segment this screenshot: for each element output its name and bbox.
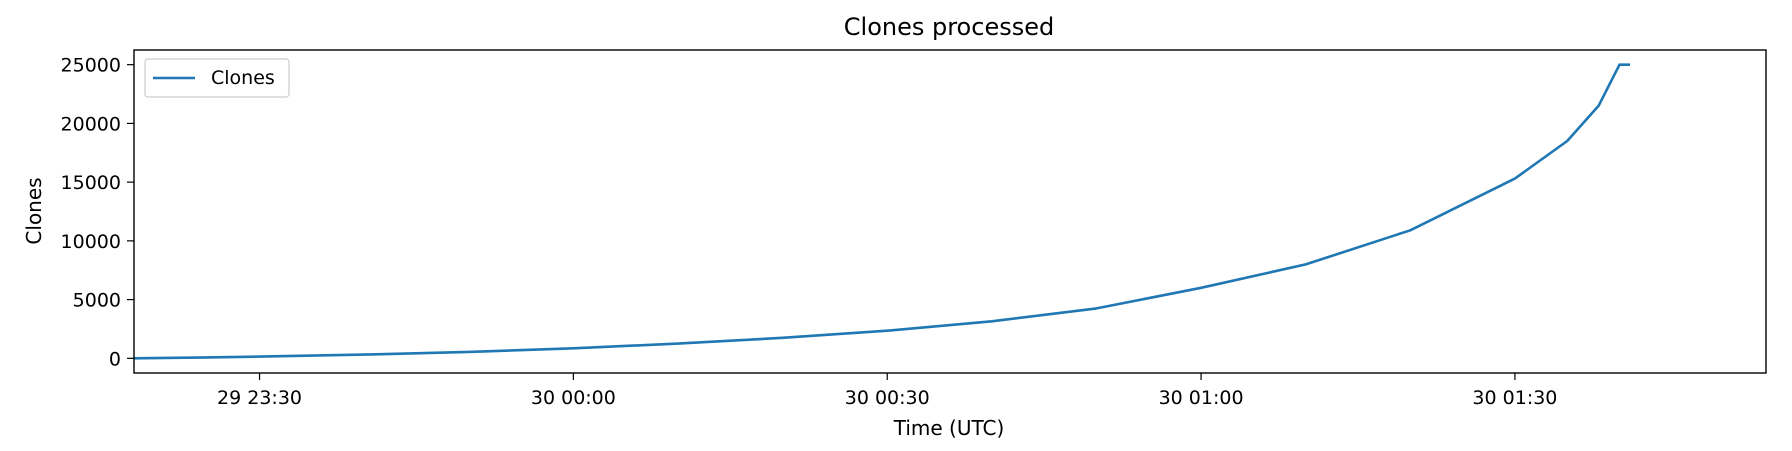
y-tick-label: 25000 (61, 55, 121, 77)
y-axis-title: Clones (22, 177, 46, 244)
y-tick-label: 15000 (61, 172, 121, 194)
x-axis-title: Time (UTC) (893, 416, 1005, 440)
x-tick-label: 30 01:30 (1472, 387, 1557, 409)
x-tick-label: 30 00:30 (845, 387, 930, 409)
plot-frame (133, 49, 1767, 374)
y-tick-label: 10000 (61, 231, 121, 253)
series-line-clones (133, 63, 1630, 360)
x-axis: 29 23:30 30 00:00 30 00:30 30 01:00 30 01:30 (217, 373, 1557, 409)
x-tick-label: 30 01:00 (1159, 387, 1244, 409)
plot-area (133, 49, 1767, 374)
x-tick-label: 29 23:30 (217, 387, 302, 409)
y-tick-label: 0 (109, 348, 121, 370)
chart-title: Clones processed (844, 13, 1054, 41)
legend-box (144, 58, 290, 98)
y-axis: 0 5000 10000 15000 20000 25000 (61, 55, 134, 370)
x-tick-label: 30 00:00 (531, 387, 616, 409)
y-tick-label: 5000 (73, 290, 121, 312)
y-tick-label: 20000 (61, 113, 121, 135)
legend-label-clones: Clones (211, 67, 275, 89)
legend: Clones (144, 58, 290, 98)
